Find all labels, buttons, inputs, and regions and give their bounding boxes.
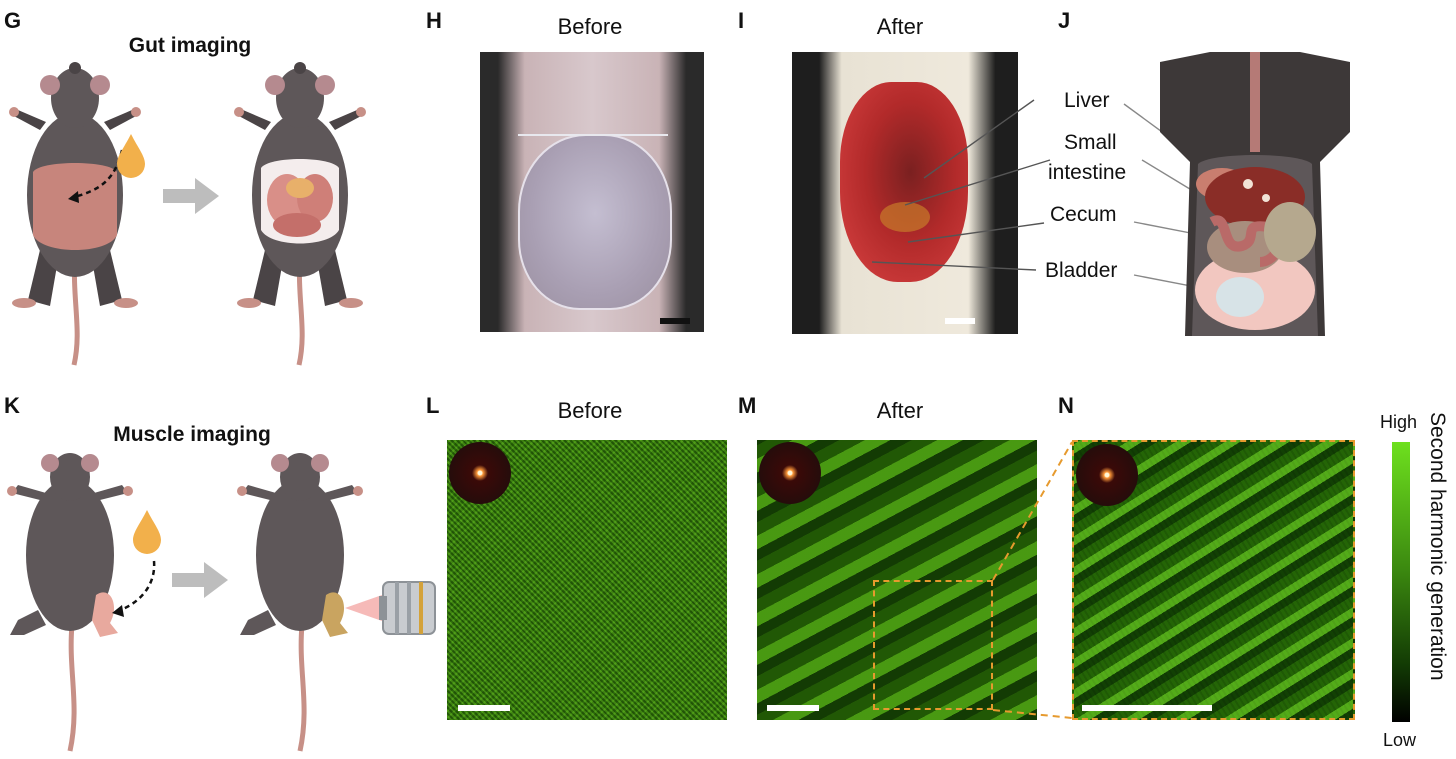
cecum-region — [880, 202, 930, 232]
colorbar — [1392, 442, 1410, 722]
photo-before-window — [480, 52, 704, 332]
window-edge — [518, 134, 668, 136]
muscle-imaging-title: Muscle imaging — [113, 423, 271, 446]
panel-label-j: J — [1058, 8, 1071, 33]
injection-arrow-gut — [68, 149, 124, 203]
panel-label-l: L — [426, 393, 440, 418]
shg-image-zoom — [1072, 440, 1355, 720]
colorbar-low-label: Low — [1383, 730, 1417, 750]
panel-l-title: Before — [557, 398, 623, 423]
mouse-illustration-muscle-after — [237, 453, 363, 752]
panel-label-m: M — [738, 393, 757, 418]
window-area — [518, 134, 672, 310]
anatomy-illustration — [1160, 52, 1350, 336]
gut-imaging-title: Gut imaging — [128, 34, 252, 57]
gray-arrow-icon — [163, 178, 219, 214]
label-bladder: Bladder — [1045, 259, 1118, 282]
gray-arrow-icon — [172, 562, 228, 598]
colorbar-high-label: High — [1380, 412, 1418, 432]
zoom-region-box — [873, 580, 993, 710]
mouse-illustration-muscle-before — [7, 453, 133, 752]
photo-after-surgery — [792, 52, 1018, 334]
drop-icon — [117, 134, 145, 178]
objective-lens-icon — [345, 581, 436, 635]
mouse-illustration-gut-before — [9, 62, 141, 366]
drop-icon — [133, 510, 161, 554]
label-small: Small — [1064, 131, 1117, 154]
fft-inset — [759, 442, 821, 504]
mouse-illustration-gut-after — [234, 62, 366, 366]
fft-inset — [1076, 444, 1138, 506]
scale-bar — [660, 318, 690, 324]
scale-bar — [458, 705, 510, 711]
panel-h-title: Before — [557, 14, 623, 39]
panel-label-k: K — [4, 393, 20, 418]
fft-inset — [449, 442, 511, 504]
scale-bar — [767, 705, 819, 711]
panel-label-i: I — [738, 8, 745, 33]
panel-label-g: G — [4, 8, 22, 33]
label-liver: Liver — [1064, 89, 1110, 112]
panel-label-n: N — [1058, 393, 1074, 418]
panel-i-title: After — [876, 14, 924, 39]
scale-bar — [1082, 705, 1212, 711]
panel-label-h: H — [426, 8, 442, 33]
shg-image-before — [447, 440, 727, 720]
shg-image-after — [757, 440, 1037, 720]
exposed-organs — [840, 82, 968, 282]
colorbar-title: Second harmonic generation — [1426, 412, 1449, 681]
injection-arrow-muscle — [112, 560, 156, 617]
label-cecum: Cecum — [1050, 203, 1117, 226]
label-intestine: intestine — [1048, 161, 1127, 184]
panel-m-title: After — [876, 398, 924, 423]
scale-bar — [945, 318, 975, 324]
